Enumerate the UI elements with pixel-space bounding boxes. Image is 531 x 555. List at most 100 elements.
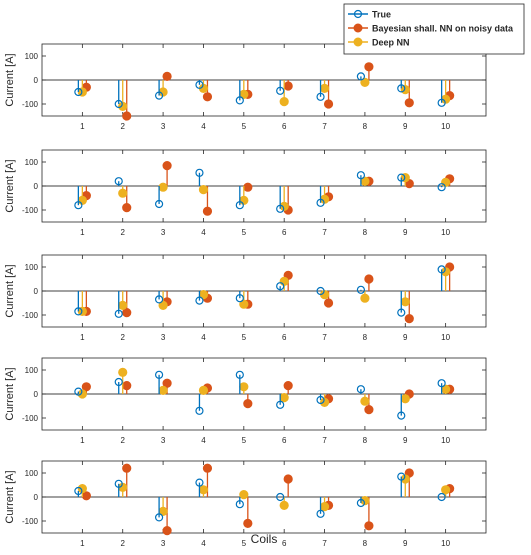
- data-marker-bayesian: [283, 474, 293, 484]
- data-marker-true: [235, 370, 244, 379]
- x-tick-label: 1: [80, 122, 85, 131]
- data-marker-deepnn: [279, 276, 289, 286]
- data-marker-true: [114, 377, 123, 387]
- data-marker-deepnn: [360, 293, 370, 303]
- data-marker-deepnn: [319, 83, 330, 94]
- data-marker-deepnn: [239, 195, 249, 205]
- legend: True Bayesian shall. NN on noisy data Deep…: [343, 3, 525, 55]
- x-tick-label: 8: [363, 228, 368, 237]
- data-marker-deepnn: [279, 97, 289, 107]
- data-marker-bayesian: [404, 313, 414, 324]
- data-marker-bayesian: [364, 521, 374, 531]
- x-tick-label: 6: [282, 539, 287, 548]
- subplot-4: -100 0 100 1 2 3 4 5 6 7 8 9 10 Current [A]: [4, 357, 487, 445]
- x-tick-label: 4: [201, 333, 206, 342]
- data-marker-true: [195, 168, 204, 177]
- x-tick-label: 9: [403, 122, 408, 131]
- x-tick-label: 9: [403, 436, 408, 445]
- x-tick-label: 2: [121, 436, 126, 445]
- y-tick-label: 100: [25, 366, 39, 375]
- data-marker-bayesian: [243, 182, 253, 192]
- data-marker-bayesian: [162, 378, 172, 388]
- x-tick-label: 9: [403, 228, 408, 237]
- data-marker-deepnn: [239, 382, 249, 392]
- y-tick-label: 100: [25, 158, 39, 167]
- data-marker-true: [154, 91, 164, 100]
- data-marker-true: [154, 513, 164, 522]
- x-tick-label: 1: [80, 228, 85, 237]
- x-tick-label: 7: [322, 228, 327, 237]
- x-tick-label: 2: [121, 333, 126, 342]
- legend-swatch-marker: [353, 9, 363, 19]
- data-marker-bayesian: [162, 161, 172, 171]
- subplot-3: -100 0 100 1 2 3 4 5 6 7 8 9 10 Current [A]: [4, 254, 487, 342]
- data-marker-deepnn: [158, 385, 168, 395]
- y-tick-label: 0: [34, 493, 39, 502]
- data-marker-true: [74, 387, 83, 396]
- y-tick-label: -100: [22, 100, 39, 109]
- data-marker-true: [195, 406, 204, 415]
- data-marker-bayesian: [283, 81, 293, 91]
- x-tick-label: 5: [242, 122, 247, 131]
- data-marker-true: [437, 265, 446, 274]
- x-tick-label: 10: [441, 122, 450, 131]
- x-tick-label: 2: [121, 539, 126, 548]
- data-marker-deepnn: [158, 182, 168, 192]
- y-tick-label: 100: [25, 469, 39, 478]
- x-tick-label: 10: [441, 539, 450, 548]
- data-marker-bayesian: [404, 98, 414, 108]
- x-tick-label: 3: [161, 333, 166, 342]
- data-marker-bayesian: [162, 71, 172, 82]
- legend-label: Deep NN: [372, 38, 410, 48]
- data-marker-true: [316, 286, 325, 296]
- data-marker-true: [316, 509, 325, 518]
- data-marker-bayesian: [243, 398, 253, 409]
- data-marker-true: [437, 183, 446, 192]
- data-marker-deepnn: [400, 394, 410, 404]
- data-marker-true: [195, 478, 204, 487]
- data-marker-true: [276, 204, 285, 213]
- x-tick-label: 8: [363, 436, 368, 445]
- x-tick-label: 6: [282, 122, 287, 131]
- x-tick-label: 6: [282, 333, 287, 342]
- y-tick-label: -100: [22, 414, 39, 423]
- data-marker-deepnn: [118, 367, 128, 377]
- data-marker-true: [397, 308, 406, 317]
- x-tick-label: 2: [121, 228, 126, 237]
- data-marker-deepnn: [400, 85, 410, 95]
- x-tick-label: 3: [161, 228, 166, 237]
- x-tick-label: 5: [242, 333, 247, 342]
- x-tick-label: 7: [322, 539, 327, 548]
- x-tick-label: 5: [242, 228, 247, 237]
- data-marker-true: [195, 80, 204, 89]
- data-marker-deepnn: [239, 299, 249, 309]
- data-marker-deepnn: [319, 397, 330, 407]
- data-marker-bayesian: [162, 525, 172, 536]
- legend-box: [343, 3, 525, 55]
- y-tick-label: 100: [25, 263, 39, 272]
- data-marker-true: [114, 99, 123, 109]
- data-marker-true: [437, 379, 446, 388]
- data-marker-deepnn: [279, 392, 289, 403]
- data-marker-true: [154, 199, 164, 209]
- x-axis-label: Coils: [251, 532, 278, 546]
- data-marker-true: [195, 296, 204, 305]
- data-marker-true: [356, 285, 366, 294]
- x-tick-label: 3: [161, 539, 166, 548]
- data-marker-true: [316, 92, 325, 101]
- y-tick-label: 0: [34, 76, 39, 85]
- data-marker-deepnn: [198, 185, 209, 195]
- data-marker-true: [397, 84, 406, 93]
- x-tick-label: 8: [363, 122, 368, 131]
- data-marker-true: [114, 309, 123, 318]
- data-marker-true: [276, 86, 285, 95]
- data-marker-deepnn: [77, 483, 87, 494]
- data-marker-bayesian: [243, 518, 253, 529]
- data-marker-true: [235, 500, 244, 509]
- x-tick-label: 10: [441, 228, 450, 237]
- x-tick-label: 3: [161, 122, 166, 131]
- data-marker-deepnn: [239, 489, 249, 500]
- data-marker-deepnn: [441, 485, 451, 495]
- data-marker-true: [397, 173, 406, 182]
